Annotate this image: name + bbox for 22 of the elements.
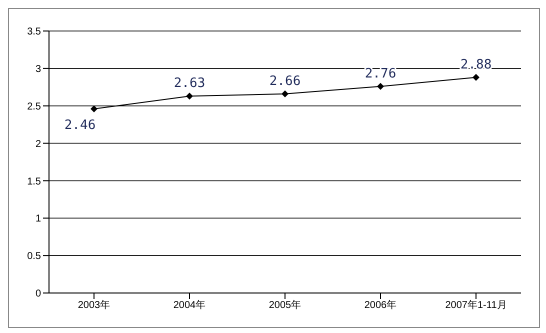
- y-tick-label: 2: [35, 138, 42, 150]
- y-tick-label: 0: [35, 288, 42, 300]
- x-tick-label: 2005年: [268, 299, 302, 312]
- x-tick-label: 2004年: [173, 299, 206, 312]
- point: [282, 90, 288, 98]
- data-label: 2.46: [64, 118, 96, 133]
- data-label: 2.63: [174, 76, 206, 92]
- y-tick-label: 2.5: [27, 101, 42, 112]
- point: [90, 105, 98, 112]
- x-tick-label: 2006年: [364, 299, 397, 312]
- y-tick-label: 1: [35, 214, 42, 225]
- y-tick-label: 3: [35, 64, 42, 75]
- point: [377, 82, 384, 90]
- point: [472, 74, 480, 81]
- data-label: 2.76: [364, 66, 396, 82]
- y-tick-label: 1.5: [27, 176, 42, 188]
- data-label: 2.66: [269, 74, 301, 89]
- x-tick-label: 2007年1-11月: [445, 299, 507, 312]
- point: [186, 92, 193, 100]
- x-tick-label: 2003年: [78, 299, 110, 312]
- y-tick-label: 0.5: [27, 251, 42, 262]
- y-tick-label: 3.5: [27, 26, 42, 38]
